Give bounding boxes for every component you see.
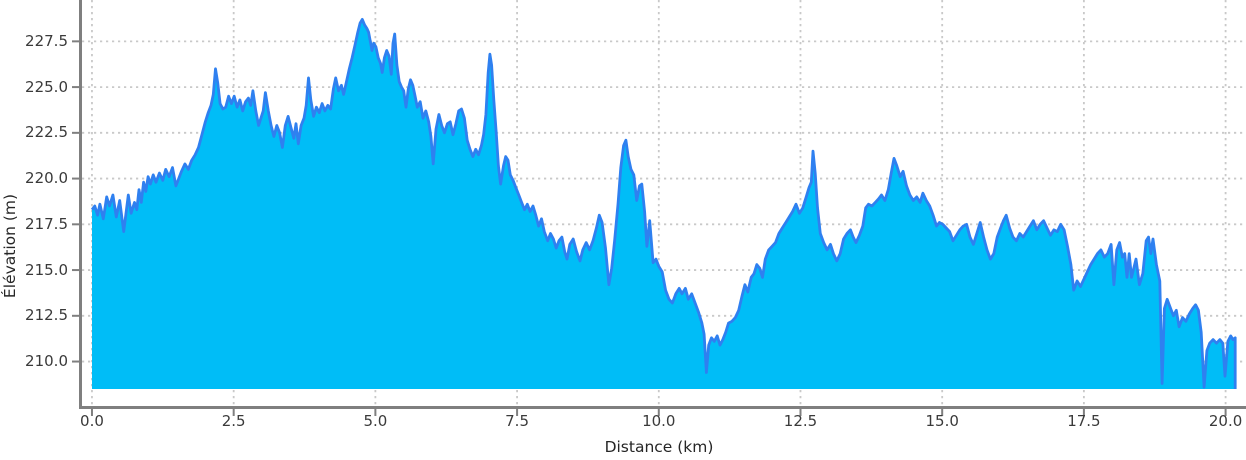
- axis-spines: [79, 0, 1246, 409]
- x-tick-label: 20.0: [1208, 412, 1243, 430]
- x-tick-label: 5.0: [363, 412, 388, 430]
- y-tick-label: 217.5: [25, 214, 68, 233]
- y-tick-label: 225.0: [25, 77, 68, 96]
- y-tick-label: 215.0: [25, 260, 68, 279]
- y-tick-label: 210.0: [25, 352, 68, 371]
- y-tick-label: 222.5: [25, 123, 68, 142]
- x-tick-label: 0.0: [80, 412, 104, 430]
- elevation-line: [90, 18, 1237, 389]
- x-axis-label: Distance (km): [604, 438, 714, 456]
- y-tick-label: 220.0: [25, 169, 68, 188]
- x-tick-label: 7.5: [505, 412, 529, 430]
- axis-tick-marks: [72, 40, 1227, 416]
- elevation-area-fill: [92, 19, 1236, 390]
- y-tick-label: 227.5: [25, 31, 68, 50]
- x-tick-label: 17.5: [1067, 412, 1101, 430]
- x-tick-label: 15.0: [925, 412, 959, 430]
- x-tick-label: 12.5: [783, 412, 818, 430]
- left-spine: [79, 0, 82, 409]
- y-tick-label: 212.5: [25, 306, 68, 325]
- bottom-spine: [79, 406, 1246, 409]
- x-tick-label: 2.5: [221, 412, 246, 430]
- x-tick-label: 10.0: [642, 412, 676, 430]
